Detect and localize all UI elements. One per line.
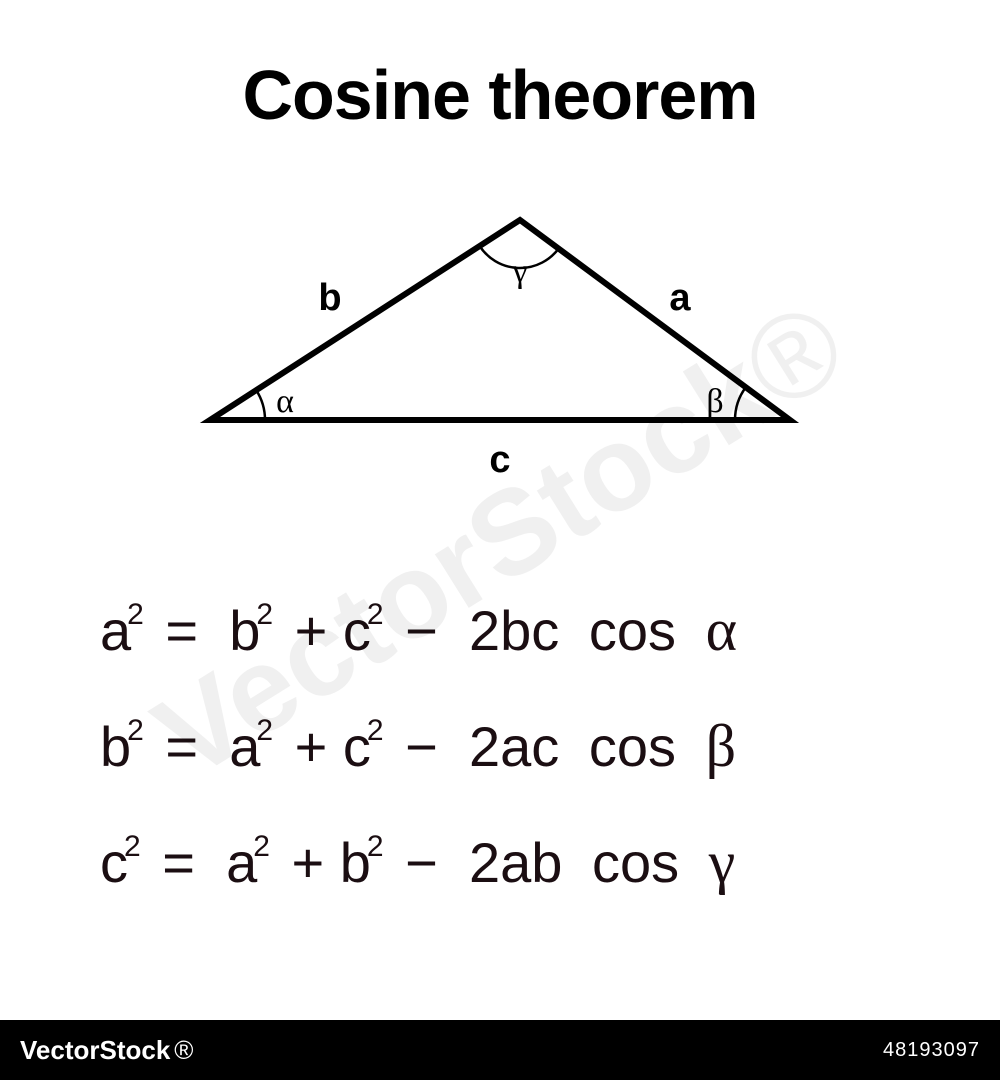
footer-image-id: 48193097 bbox=[883, 1039, 980, 1062]
triangle-diagram: a b c α β γ bbox=[150, 190, 850, 490]
footer-brand: VectorStock® bbox=[20, 1035, 197, 1066]
svg-text:c: c bbox=[489, 439, 510, 481]
svg-text:α: α bbox=[276, 383, 294, 420]
svg-text:β: β bbox=[706, 383, 723, 420]
svg-text:b: b bbox=[318, 277, 341, 319]
formula-row: c2 = a2 + b2 − 2ab cos γ bbox=[100, 832, 900, 892]
footer-bar: VectorStock® 48193097 bbox=[0, 1020, 1000, 1080]
page-title: Cosine theorem bbox=[0, 55, 1000, 135]
triangle-svg: a b c α β γ bbox=[150, 190, 850, 490]
formula-row: a2 = b2 + c2 − 2bc cos α bbox=[100, 600, 900, 660]
svg-text:γ: γ bbox=[511, 253, 527, 290]
formula-row: b2 = a2 + c2 − 2ac cos β bbox=[100, 716, 900, 776]
svg-text:a: a bbox=[669, 277, 691, 319]
formulas-block: a2 = b2 + c2 − 2bc cos α b2 = a2 + c2 − … bbox=[100, 600, 900, 948]
